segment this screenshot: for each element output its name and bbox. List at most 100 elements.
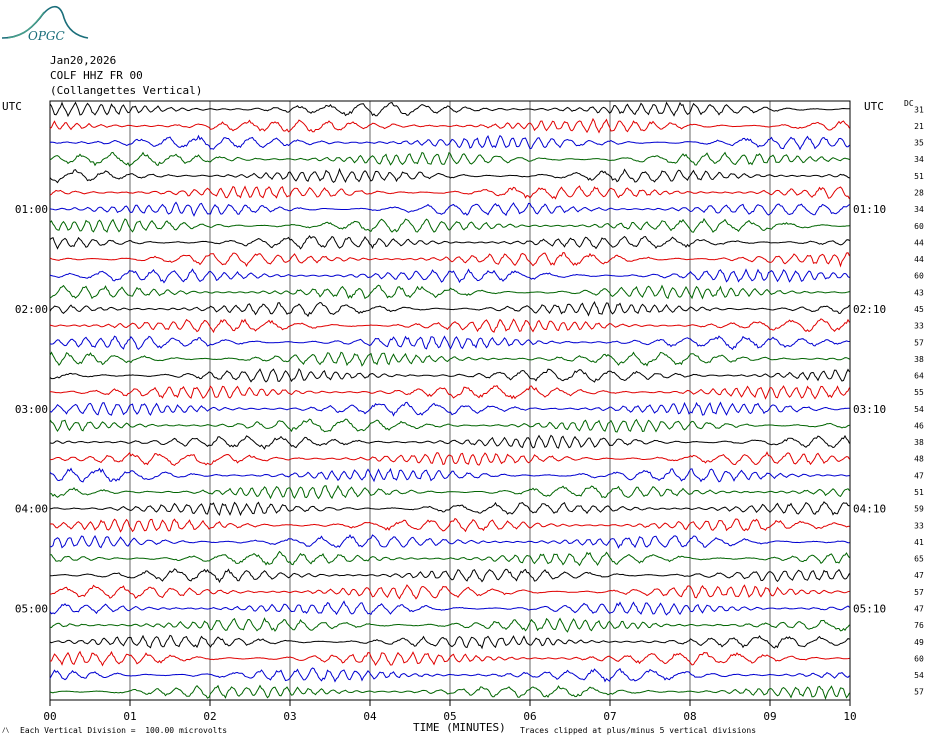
dc-offset-label: 51: [914, 488, 924, 497]
dc-offset-label: 57: [914, 588, 924, 597]
seismic-trace: [50, 550, 850, 567]
dc-offset-label: 28: [914, 189, 924, 198]
opgc-logo: OPGC: [1, 5, 89, 43]
seismic-trace: [49, 284, 850, 300]
seismic-trace: [49, 617, 850, 633]
dc-offset-label: 76: [914, 621, 924, 630]
seismic-trace: [49, 667, 850, 683]
dc-offset-label: 45: [914, 305, 924, 314]
header-description: (Collangettes Vertical): [50, 84, 203, 97]
x-tick-label: 01: [123, 710, 136, 723]
right-utc-label: UTC: [864, 100, 884, 113]
seismic-trace: [49, 117, 850, 134]
seismic-trace: [49, 134, 850, 151]
right-time-label: 05:10: [853, 602, 886, 615]
dc-offset-label: 47: [914, 571, 924, 580]
seismic-trace: [49, 300, 850, 318]
seismic-trace: [49, 367, 850, 383]
left-time-label: 03:00: [15, 403, 48, 416]
dc-offset-label: 41: [914, 538, 924, 547]
dc-offset-label: 57: [914, 688, 924, 697]
seismic-trace: [49, 418, 850, 433]
dc-offset-label: 33: [914, 521, 924, 530]
x-tick-label: 04: [363, 710, 377, 723]
seismic-trace: [49, 351, 850, 367]
seismic-trace: [49, 268, 850, 284]
left-time-label: 04:00: [15, 503, 48, 516]
dc-offset-label: 21: [914, 122, 924, 131]
x-tick-label: 07: [603, 710, 616, 723]
x-tick-label: 02: [203, 710, 216, 723]
seismic-trace: [49, 252, 850, 268]
dc-offset-label: 38: [914, 438, 924, 447]
seismic-trace: [49, 234, 850, 250]
seismic-trace: [49, 467, 850, 483]
right-time-label: 04:10: [853, 503, 886, 516]
dc-offset-label: 47: [914, 471, 924, 480]
dc-offset-label: 49: [914, 638, 924, 647]
seismic-trace: [49, 151, 850, 167]
logo-volcano-curve-2: [7, 11, 45, 39]
seismic-trace: [49, 484, 850, 500]
dc-offset-label: 48: [914, 455, 924, 464]
dc-offset-label: 51: [914, 172, 924, 181]
vertical-division-note: Each Vertical Division = 100.00 microvol…: [20, 726, 228, 735]
seismic-trace: [49, 167, 850, 184]
seismic-trace: [49, 684, 850, 700]
dc-offset-label: 44: [914, 238, 924, 247]
x-tick-label: 06: [523, 710, 536, 723]
dc-offset-label: 34: [914, 205, 924, 214]
seismic-trace: [49, 600, 850, 616]
right-time-label: 02:10: [853, 303, 886, 316]
seismic-trace: [49, 501, 850, 517]
seismic-trace: [49, 401, 850, 417]
left-utc-label: UTC: [2, 100, 22, 113]
seismic-trace: [49, 434, 850, 450]
seismic-trace: [49, 335, 850, 351]
seismic-trace: [49, 451, 850, 467]
header-date: Jan20,2026: [50, 54, 117, 67]
seismic-trace: [49, 201, 850, 217]
dc-offset-label: 65: [914, 555, 924, 564]
x-axis-title: TIME (MINUTES): [413, 721, 506, 734]
dc-offset-label: 60: [914, 222, 924, 231]
dc-offset-label: 46: [914, 421, 924, 430]
dc-offset-label: 64: [914, 372, 924, 381]
dc-offset-label: 57: [914, 338, 924, 347]
seismic-trace: [49, 650, 850, 667]
clipping-note: Traces clipped at plus/minus 5 vertical …: [520, 726, 757, 735]
dc-offset-label: 33: [914, 322, 924, 331]
x-tick-label: 10: [843, 710, 856, 723]
dc-offset-label: 38: [914, 355, 924, 364]
dc-offset-label: 60: [914, 272, 924, 281]
left-time-label: 01:00: [15, 203, 48, 216]
dc-offset-label: 55: [914, 388, 924, 397]
seismic-trace: [49, 584, 850, 600]
dc-offset-label: 35: [914, 139, 924, 148]
logo-text: OPGC: [28, 29, 65, 43]
seismic-trace: [49, 185, 850, 200]
seismic-trace: [49, 517, 850, 533]
corner-mark: /\: [2, 727, 10, 734]
seismic-trace: [49, 385, 850, 400]
left-time-label: 05:00: [15, 602, 48, 615]
right-time-label: 03:10: [853, 403, 886, 416]
x-tick-label: 09: [763, 710, 776, 723]
dc-offset-label: 60: [914, 654, 924, 663]
x-tick-label: 05: [443, 710, 456, 723]
seismic-trace: [49, 318, 850, 334]
left-time-label: 02:00: [15, 303, 48, 316]
x-tick-label: 03: [283, 710, 296, 723]
seismic-trace: [49, 534, 850, 549]
dc-offset-label: 47: [914, 604, 924, 613]
dc-offset-label: 59: [914, 505, 924, 514]
x-tick-label: 00: [43, 710, 56, 723]
dc-label: DC: [904, 99, 914, 108]
header-station: COLF HHZ FR 00: [50, 69, 143, 82]
dc-offset-label: 44: [914, 255, 924, 264]
right-time-label: 01:10: [853, 203, 886, 216]
seismic-trace: [50, 568, 850, 584]
dc-offset-label: 54: [914, 405, 924, 414]
seismic-trace: [49, 217, 850, 233]
